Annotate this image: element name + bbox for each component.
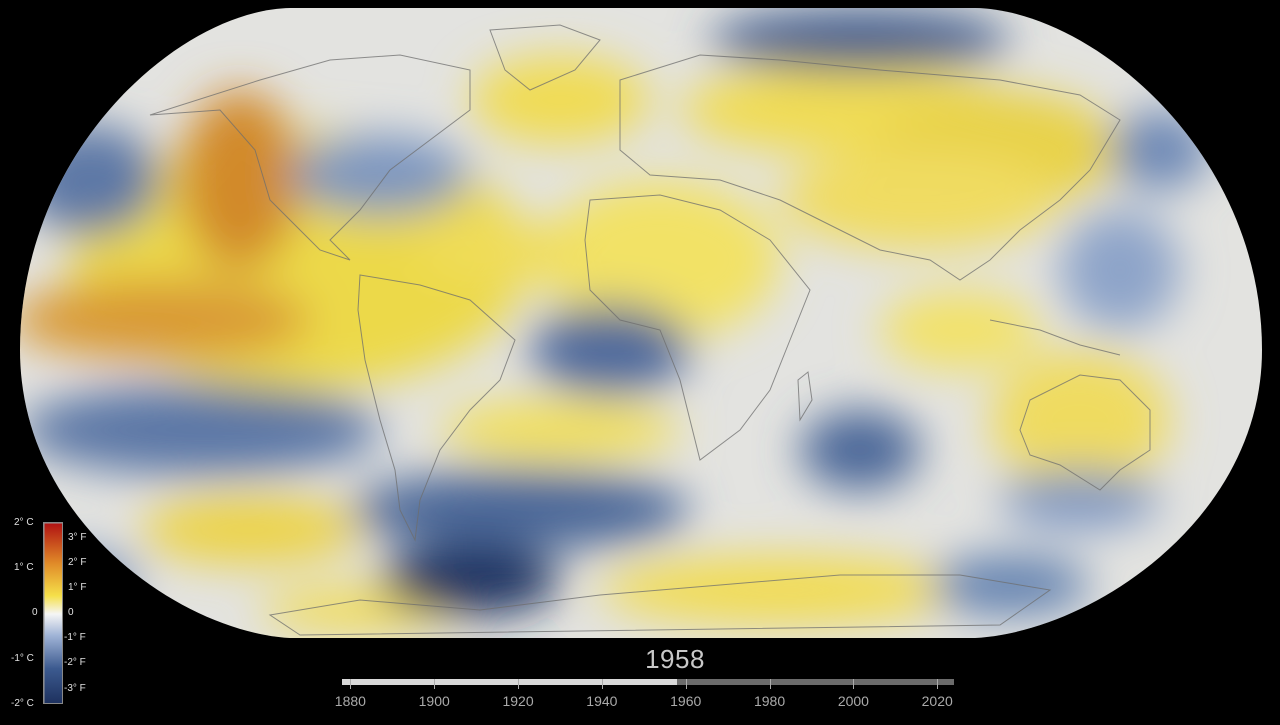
legend-fahrenheit-minus-1: -1° F <box>64 632 86 643</box>
timeline-tick <box>937 679 939 689</box>
timeline-progress <box>342 679 678 685</box>
timeline-tick-label: 2000 <box>837 693 869 709</box>
legend-fahrenheit-1: 1° F <box>68 582 87 593</box>
timeline-tick <box>601 679 603 689</box>
timeline-tick <box>518 679 520 689</box>
legend-celsius-minus-1: -1° C <box>11 653 34 664</box>
timeline-tick-label: 1920 <box>502 693 534 709</box>
legend-celsius-1: 1° C <box>14 562 34 573</box>
colorbar <box>43 522 63 704</box>
timeline-tick-label: 1880 <box>334 693 366 709</box>
legend-celsius-2: 2° C <box>14 517 34 528</box>
timeline-tick-label: 1980 <box>753 693 786 709</box>
timeline-tick-label: 1940 <box>586 693 618 709</box>
timeline-tick-label: 2020 <box>921 693 953 709</box>
year-timeline[interactable]: 1880 1900 1920 1940 1960 1980 2000 2020 <box>335 677 954 717</box>
timeline-tick <box>434 679 436 689</box>
legend-celsius-minus-2: -2° C <box>11 698 34 709</box>
timeline-tick <box>853 679 855 689</box>
timeline-tick-label: 1900 <box>418 693 450 709</box>
legend-celsius-0: 0 <box>32 607 38 618</box>
timeline-tick <box>769 679 771 689</box>
current-year-label: 1958 <box>645 644 705 674</box>
coastlines <box>149 24 1151 636</box>
timeline-tick-label: 1960 <box>670 693 702 709</box>
legend-fahrenheit-2: 2° F <box>68 557 87 568</box>
timeline-tick <box>685 679 687 689</box>
timeline-tick <box>350 679 352 689</box>
legend-fahrenheit-minus-2: -2° F <box>64 657 86 668</box>
legend-fahrenheit-minus-3: -3° F <box>64 683 86 694</box>
legend-fahrenheit-3: 3° F <box>68 532 87 543</box>
temperature-legend: 2° C 1° C 0 -1° C -2° C 3° F 2° F 1° F 0… <box>0 515 110 715</box>
legend-fahrenheit-0: 0 <box>68 607 74 618</box>
